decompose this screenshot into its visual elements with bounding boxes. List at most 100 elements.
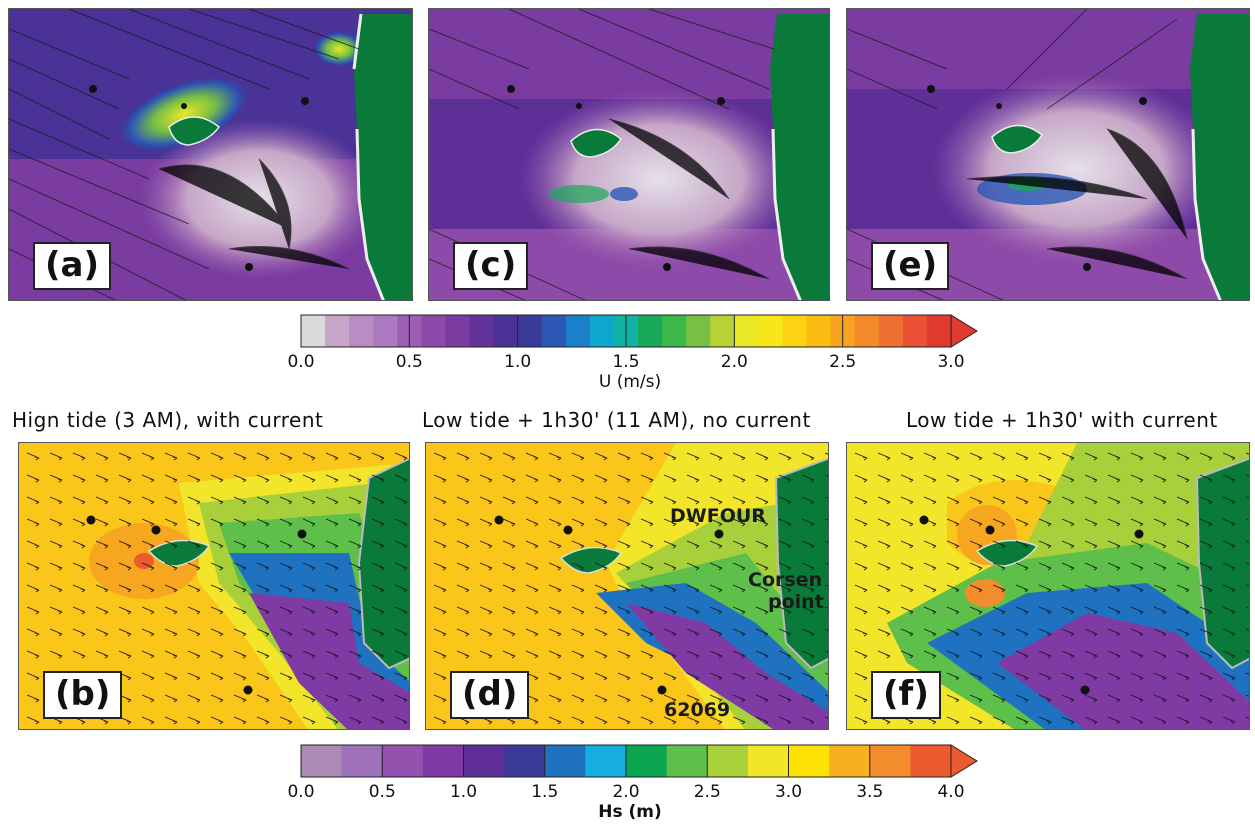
direction-arrow bbox=[801, 496, 815, 505]
direction-arrow bbox=[1015, 694, 1029, 703]
direction-arrow bbox=[548, 474, 562, 483]
direction-arrow bbox=[854, 606, 868, 615]
direction-arrow bbox=[26, 672, 40, 681]
direction-arrow bbox=[778, 474, 792, 483]
panel-f-map bbox=[847, 443, 1249, 729]
panel-a-map bbox=[9, 9, 412, 300]
direction-arrow bbox=[394, 540, 408, 549]
direction-arrow bbox=[456, 628, 470, 637]
colorbar-u-swatch bbox=[301, 315, 326, 347]
direction-arrow bbox=[72, 474, 86, 483]
colorbar-hs-tick-label: 4.0 bbox=[937, 782, 965, 802]
direction-arrow bbox=[824, 474, 828, 477]
direction-arrow bbox=[1084, 452, 1098, 461]
direction-arrow bbox=[1199, 628, 1213, 637]
direction-arrow bbox=[824, 628, 828, 631]
direction-arrow bbox=[877, 518, 891, 527]
direction-arrow bbox=[1107, 694, 1121, 703]
direction-arrow bbox=[394, 584, 408, 593]
direction-arrow bbox=[617, 474, 631, 483]
direction-arrow bbox=[594, 628, 608, 637]
direction-arrow bbox=[640, 694, 654, 703]
direction-arrow bbox=[348, 628, 362, 637]
direction-arrow bbox=[302, 672, 316, 681]
direction-arrow bbox=[233, 650, 247, 659]
direction-arrow bbox=[1107, 540, 1121, 549]
direction-arrow bbox=[95, 650, 109, 659]
colorbar-u-swatch bbox=[589, 315, 615, 347]
direction-arrow bbox=[686, 452, 700, 461]
direction-arrow bbox=[95, 562, 109, 571]
colorbar-u-swatch bbox=[325, 315, 350, 347]
colorbar-hs-swatch bbox=[544, 745, 586, 777]
direction-arrow bbox=[1084, 518, 1098, 527]
direction-arrow bbox=[371, 694, 385, 703]
direction-arrow bbox=[479, 474, 493, 483]
direction-arrow bbox=[325, 694, 339, 703]
direction-arrow bbox=[571, 562, 585, 571]
direction-arrow bbox=[187, 716, 201, 725]
direction-arrow bbox=[946, 628, 960, 637]
direction-arrow bbox=[256, 496, 270, 505]
direction-arrow bbox=[1038, 452, 1052, 461]
panel-b-wave-map: (b) bbox=[18, 442, 410, 730]
direction-arrow bbox=[778, 584, 792, 593]
direction-arrow bbox=[1199, 716, 1213, 725]
direction-arrow bbox=[118, 584, 132, 593]
direction-arrow bbox=[801, 518, 815, 527]
direction-arrow bbox=[617, 452, 631, 461]
colorbar-hs-tick-label: 0.5 bbox=[368, 782, 396, 802]
direction-arrow bbox=[617, 606, 631, 615]
direction-arrow bbox=[233, 496, 247, 505]
direction-arrow bbox=[755, 562, 769, 571]
direction-arrow bbox=[26, 518, 40, 527]
direction-arrow bbox=[279, 518, 293, 527]
streamlines bbox=[429, 9, 775, 300]
direction-arrow bbox=[709, 452, 723, 461]
direction-arrow bbox=[992, 672, 1006, 681]
direction-arrow bbox=[1222, 452, 1236, 461]
direction-arrow bbox=[992, 650, 1006, 659]
direction-arrow bbox=[663, 650, 677, 659]
colorbar-u: 0.0 0.5 1.0 1.5 2.0 2.5 3.0 U (m/s) bbox=[287, 314, 980, 394]
direction-arrow bbox=[969, 518, 983, 527]
direction-arrow bbox=[686, 716, 700, 725]
direction-arrow bbox=[709, 694, 723, 703]
direction-arrow bbox=[279, 716, 293, 725]
direction-arrow bbox=[164, 694, 178, 703]
direction-arrow bbox=[778, 518, 792, 527]
direction-arrow bbox=[325, 452, 339, 461]
direction-arrow bbox=[1107, 628, 1121, 637]
direction-arrow bbox=[256, 628, 270, 637]
direction-arrow bbox=[1176, 716, 1190, 725]
direction-arrow bbox=[877, 562, 891, 571]
direction-arrow bbox=[1107, 716, 1121, 725]
direction-arrow bbox=[548, 628, 562, 637]
colorbar-u-swatch bbox=[421, 315, 446, 347]
direction-arrow bbox=[1038, 650, 1052, 659]
direction-arrow bbox=[877, 584, 891, 593]
direction-arrow bbox=[1130, 628, 1144, 637]
direction-arrow bbox=[946, 562, 960, 571]
direction-arrow bbox=[709, 562, 723, 571]
direction-arrow bbox=[1107, 672, 1121, 681]
direction-arrow bbox=[187, 562, 201, 571]
direction-arrow bbox=[617, 716, 631, 725]
direction-arrow bbox=[709, 606, 723, 615]
direction-arrow bbox=[1153, 650, 1167, 659]
direction-arrow bbox=[854, 584, 868, 593]
direction-arrow bbox=[502, 628, 516, 637]
colorbar-u-tick-label: 0.0 bbox=[287, 352, 315, 372]
direction-arrow bbox=[325, 496, 339, 505]
direction-arrow bbox=[1153, 606, 1167, 615]
direction-arrow bbox=[640, 716, 654, 725]
colorbar-u-swatch bbox=[541, 315, 567, 347]
colorbar-hs-swatch bbox=[463, 745, 505, 777]
direction-arrow bbox=[1130, 650, 1144, 659]
direction-arrow bbox=[72, 518, 86, 527]
colorbar-hs-tick-label: 3.5 bbox=[856, 782, 884, 802]
direction-arrow bbox=[210, 672, 224, 681]
direction-arrow bbox=[256, 606, 270, 615]
direction-arrow bbox=[900, 628, 914, 637]
direction-arrow bbox=[502, 496, 516, 505]
